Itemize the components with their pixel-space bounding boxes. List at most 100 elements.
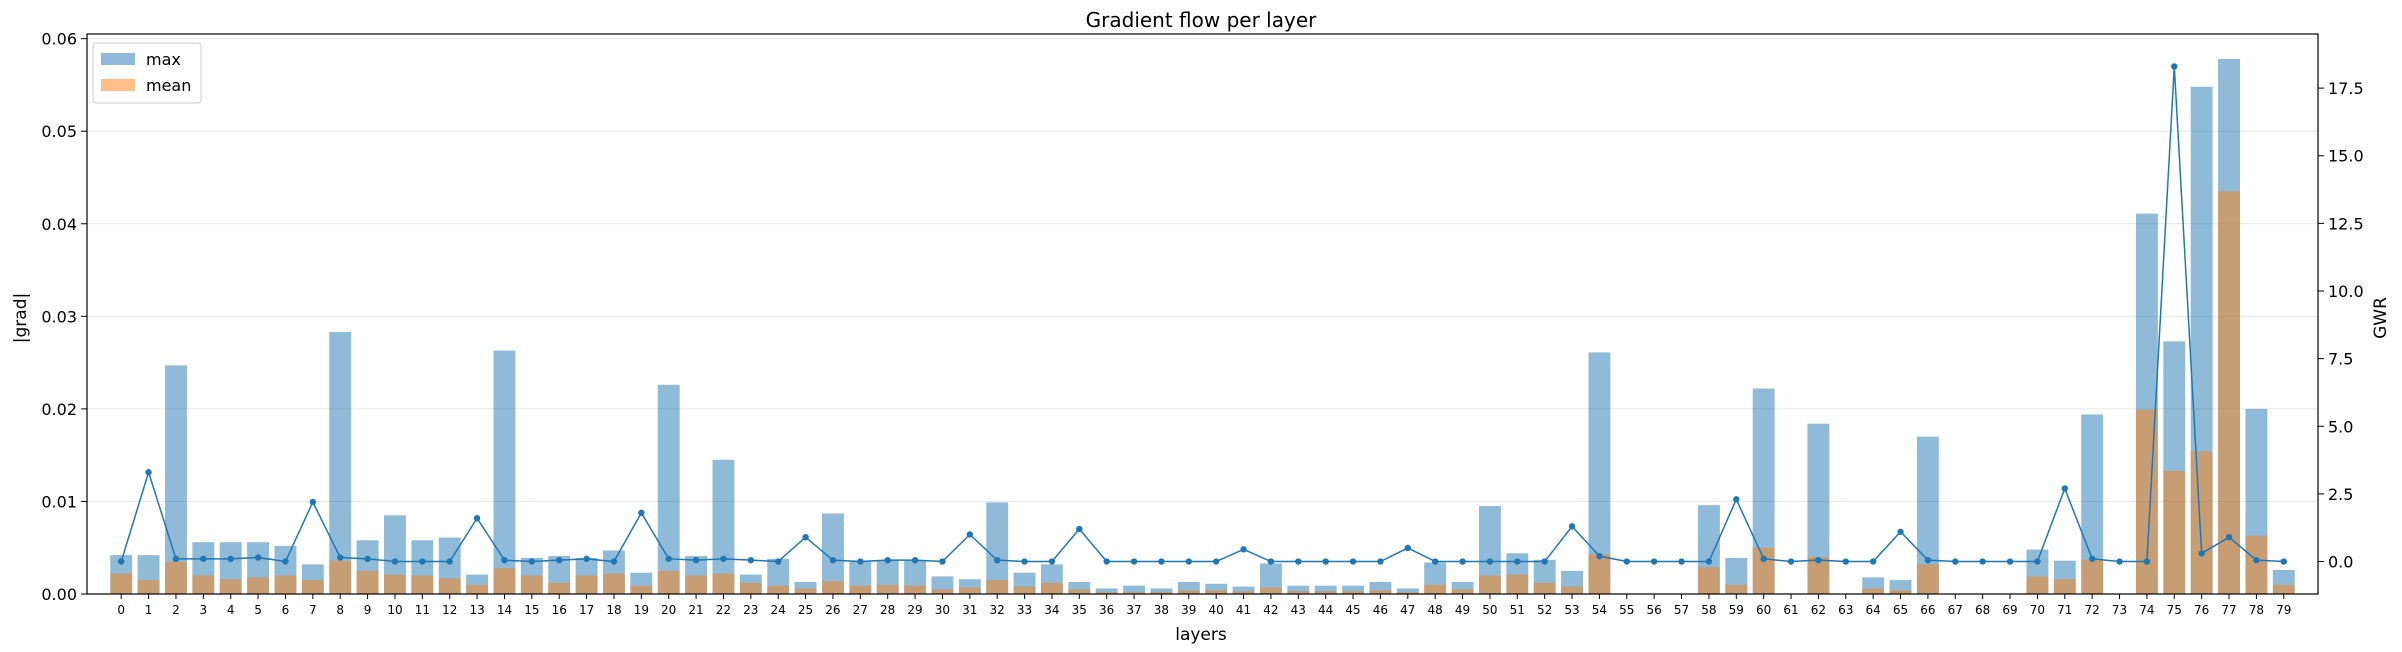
grid-lines	[87, 38, 2318, 595]
gwr-point	[1185, 558, 1193, 565]
x-tick-label: 49	[1455, 603, 1470, 617]
x-tick-label: 11	[415, 603, 430, 617]
bar-max	[165, 365, 187, 594]
x-tick-label: 72	[2085, 603, 2100, 617]
bar-mean	[821, 581, 844, 594]
y-axis-label-left: |grad|	[11, 293, 31, 343]
bar-mean	[1506, 574, 1529, 594]
gwr-point	[692, 556, 700, 564]
bar-max	[329, 332, 352, 594]
x-tick-label: 62	[1811, 603, 1826, 617]
x-tick-label: 22	[716, 603, 731, 617]
bar-mean	[1232, 591, 1255, 594]
x-tick-label: 60	[1756, 603, 1771, 617]
x-tick-label: 16	[552, 603, 567, 617]
gwr-point	[1322, 558, 1329, 565]
gwr-point	[2061, 485, 2068, 492]
gwr-point	[1459, 558, 1466, 565]
gwr-point	[665, 555, 672, 563]
x-tick-label: 0	[117, 603, 125, 617]
x-tick-label: 43	[1291, 603, 1306, 617]
gwr-point	[1377, 558, 1384, 565]
bar-mean	[1697, 567, 1720, 594]
x-tick-label: 54	[1592, 603, 1607, 617]
x-tick-label: 37	[1126, 603, 1141, 617]
gwr-point	[1787, 558, 1795, 565]
bar-max	[1478, 506, 1501, 594]
gwr-point	[556, 556, 563, 564]
gwr-point	[118, 558, 125, 565]
x-tick-label: 45	[1345, 603, 1360, 617]
bar-mean	[794, 588, 817, 594]
bar-mean	[1862, 588, 1885, 594]
gwr-line-series	[118, 63, 2287, 565]
bar-mean	[2163, 470, 2186, 594]
gwr-point	[993, 556, 1001, 564]
x-tick-label: 24	[771, 603, 786, 617]
bar-mean	[986, 580, 1009, 594]
bar-mean	[904, 585, 927, 594]
bar-mean	[1150, 592, 1173, 594]
y-tick-label: 0.00	[41, 585, 77, 604]
x-tick-label: 5	[254, 603, 262, 617]
bar-max	[1342, 585, 1365, 594]
x-tick-label: 47	[1400, 603, 1415, 617]
gwr-point	[1158, 558, 1165, 565]
gwr-point	[829, 556, 837, 564]
bar-mean	[110, 573, 133, 594]
x-axis: 0 1 2 3 4 5 6 7 8 9 10 11 12 13 14 15 16 17 18 19 20 21 22 23 24…	[117, 594, 2291, 617]
x-tick-label: 59	[1729, 603, 1744, 617]
gwr-point	[1130, 558, 1138, 565]
y2-tick-label: 15.0	[2328, 147, 2364, 166]
gwr-point	[1267, 558, 1275, 565]
x-tick-label: 58	[1701, 603, 1716, 617]
bar-max	[1588, 352, 1611, 594]
bar-max	[1095, 588, 1118, 594]
bar-mean	[958, 587, 981, 594]
bar-max	[1232, 586, 1255, 594]
x-tick-label: 31	[962, 603, 977, 617]
bar-max	[712, 459, 735, 594]
y2-tick-label: 5.0	[2328, 417, 2353, 436]
bar-mean	[2053, 579, 2076, 594]
gwr-point	[2006, 558, 2014, 565]
gwr-point	[473, 515, 481, 522]
bar-mean	[1287, 591, 1310, 594]
x-tick-label: 56	[1647, 603, 1662, 617]
gwr-point	[1705, 558, 1713, 565]
bar-mean	[2135, 409, 2158, 594]
x-tick-label: 52	[1537, 603, 1552, 617]
gwr-point	[1240, 546, 1247, 553]
bar-mean	[438, 578, 461, 594]
x-tick-label: 33	[1017, 603, 1032, 617]
x-tick-label: 30	[935, 603, 950, 617]
gwr-point	[227, 555, 234, 563]
bar-max	[1314, 585, 1337, 594]
y2-tick-label: 17.5	[2328, 79, 2364, 98]
y-tick-label: 0.06	[41, 30, 77, 49]
gwr-point	[1869, 558, 1877, 565]
gwr-point	[446, 558, 453, 565]
bar-mean	[548, 582, 571, 594]
bar-mean	[1588, 554, 1611, 594]
bar-mean	[2081, 559, 2104, 594]
gwr-point	[1295, 558, 1302, 565]
y2-tick-label: 12.5	[2328, 214, 2364, 233]
gwr-point	[966, 531, 974, 538]
gwr-point	[1733, 496, 1740, 503]
bar-mean	[657, 570, 680, 594]
x-tick-label: 29	[907, 603, 922, 617]
bar-mean	[931, 589, 954, 594]
x-tick-label: 12	[442, 603, 457, 617]
bar-mean	[1807, 556, 1830, 594]
gwr-point	[802, 533, 809, 541]
x-tick-label: 17	[579, 603, 594, 617]
bar-mean	[466, 584, 489, 594]
bar-mean	[712, 573, 735, 594]
gwr-point	[1404, 544, 1412, 552]
gwr-point	[1924, 556, 1932, 564]
x-tick-label: 76	[2194, 603, 2209, 617]
gwr-point	[638, 509, 645, 517]
gwr-point	[2034, 558, 2041, 565]
gwr-point	[391, 558, 399, 565]
